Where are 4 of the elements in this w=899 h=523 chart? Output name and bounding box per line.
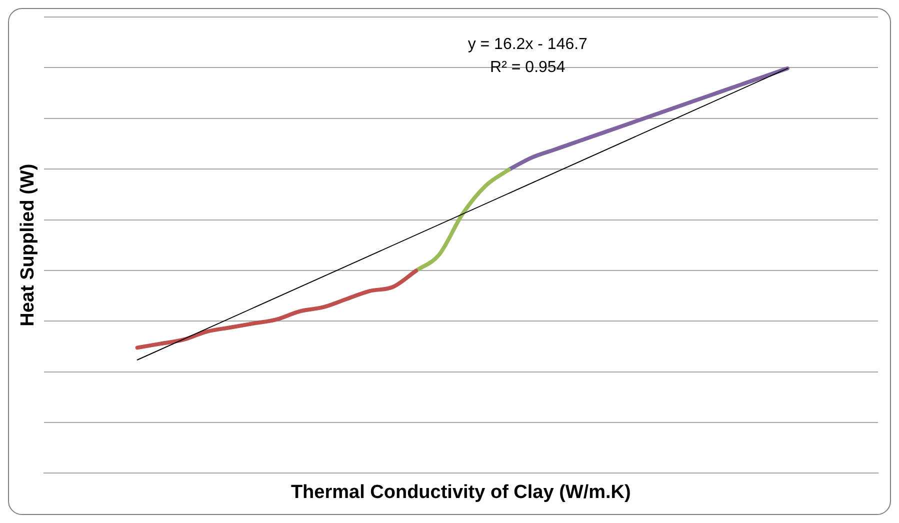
x-axis-title: Thermal Conductivity of Clay (W/m.K) [290,482,631,503]
annotation: R² = 0.954 [490,59,566,76]
text: y = 16.2x - 146.7 [468,36,588,53]
y-axis-title: Heat Supplied (W) [18,164,39,326]
